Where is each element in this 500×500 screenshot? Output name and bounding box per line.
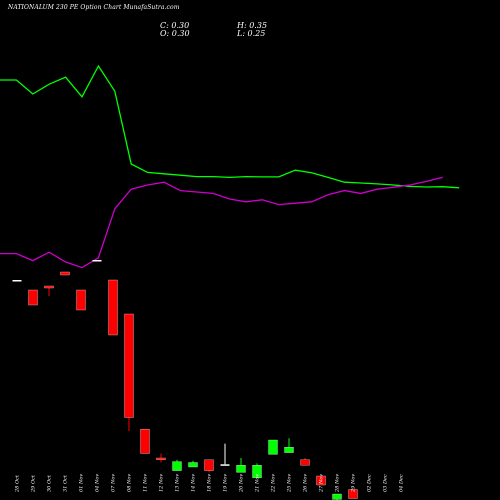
x-tick-label: 11 Nov [143,474,149,492]
candle-body [28,289,38,306]
open-price-label: O: 0.30 [160,29,190,38]
x-tick-label: 07 Nov [111,474,117,492]
x-tick-label: 29 Nov [351,474,357,493]
x-tick-label: 02 Dec [367,474,373,492]
green-line-series [0,64,460,189]
close-price-label: C: 0.30 [160,21,190,30]
x-tick-label: 28 Oct [15,474,21,493]
x-tick-label: 13 Nov [175,474,181,492]
candle-body [236,465,246,473]
x-tick-label: 01 Nov [79,474,85,492]
candle-body [60,271,70,276]
candle-body [172,461,182,471]
x-tick-label: 19 Nov [223,474,229,492]
chart-title: NATIONALUM 230 PE Option Chart MunafaSut… [8,4,180,11]
x-tick-label: 26 Nov [303,474,309,493]
x-tick-label: 27 Nov [319,474,325,493]
candle-body [140,429,150,454]
candle-body [124,313,134,418]
x-tick-label: 28 Nov [335,474,341,493]
candle-body [284,447,294,453]
candles-lower-panel [124,313,358,500]
x-tick-label: 25 Nov [287,474,293,493]
x-tick-label: 08 Nov [127,474,133,492]
x-tick-label: 22 Nov [271,474,277,493]
candle-body [44,285,54,289]
x-tick-label: 12 Nov [159,474,165,492]
x-tick-label: 31 Oct [63,474,69,492]
candle-body [220,464,230,466]
candle-body [156,457,166,460]
x-axis-tick-labels: 28 Oct 29 Oct 30 Oct 31 Oct 01 Nov 04 Nov 07 N… [15,474,405,493]
x-tick-label: 03 Dec [383,474,389,492]
candle-body [268,439,278,455]
candle-body [188,462,198,468]
candles-upper-panel [12,260,118,336]
low-price-label: L: 0.25 [237,29,266,38]
x-tick-label: 21 Nov [255,474,261,493]
high-price-label: H: 0.35 [237,21,268,30]
candle-body [300,459,310,466]
x-tick-label: 29 Oct [31,474,37,493]
candle-body [12,280,22,282]
x-tick-label: 20 Nov [239,474,245,493]
x-tick-label: 14 Nov [191,474,197,492]
candle-body [252,465,262,478]
x-tick-label: 18 Nov [207,474,213,492]
candle-body [108,279,118,336]
candle-body [348,489,358,499]
candle-body [316,475,326,486]
candle-body [332,493,342,500]
x-tick-label: 04 Dec [399,474,405,492]
x-tick-label: 04 Nov [95,474,101,492]
x-tick-label: 30 Oct [47,474,53,492]
candle-body [204,459,214,471]
indicator-lines [0,64,460,269]
magenta-line-series [0,176,443,269]
candle-body [92,260,102,262]
candle-body [76,289,86,311]
